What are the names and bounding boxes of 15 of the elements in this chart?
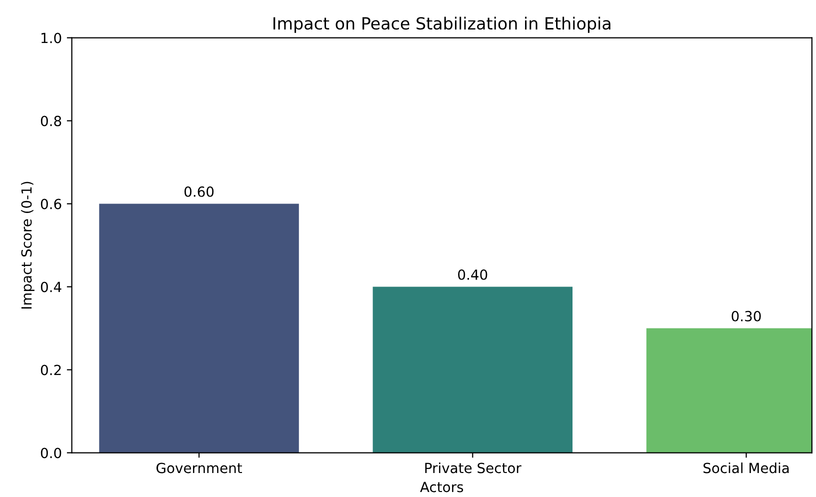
y-tick-label: 0.6: [40, 198, 62, 210]
y-tick-label: 0.2: [40, 364, 61, 376]
data-label: 0.60: [184, 186, 214, 197]
x-tick-label: Private Sector: [425, 462, 522, 474]
x-tick-label: Government: [156, 462, 242, 474]
y-tick-label: 1.0: [42, 32, 62, 44]
y-axis-title: Impact Score (0-1): [21, 182, 34, 309]
x-tick-label: Social Media: [704, 462, 789, 474]
y-tick-label: 0.4: [40, 282, 62, 292]
data-label: 0.40: [458, 269, 488, 280]
x-axis-title: Actors: [420, 482, 464, 492]
data-label: 0.30: [732, 310, 761, 322]
chart-title: Impact on Peace Stabilization in Ethiopia: [274, 16, 610, 33]
y-tick-label: 0.8: [40, 116, 62, 126]
y-tick-label: 0.0: [40, 448, 62, 458]
